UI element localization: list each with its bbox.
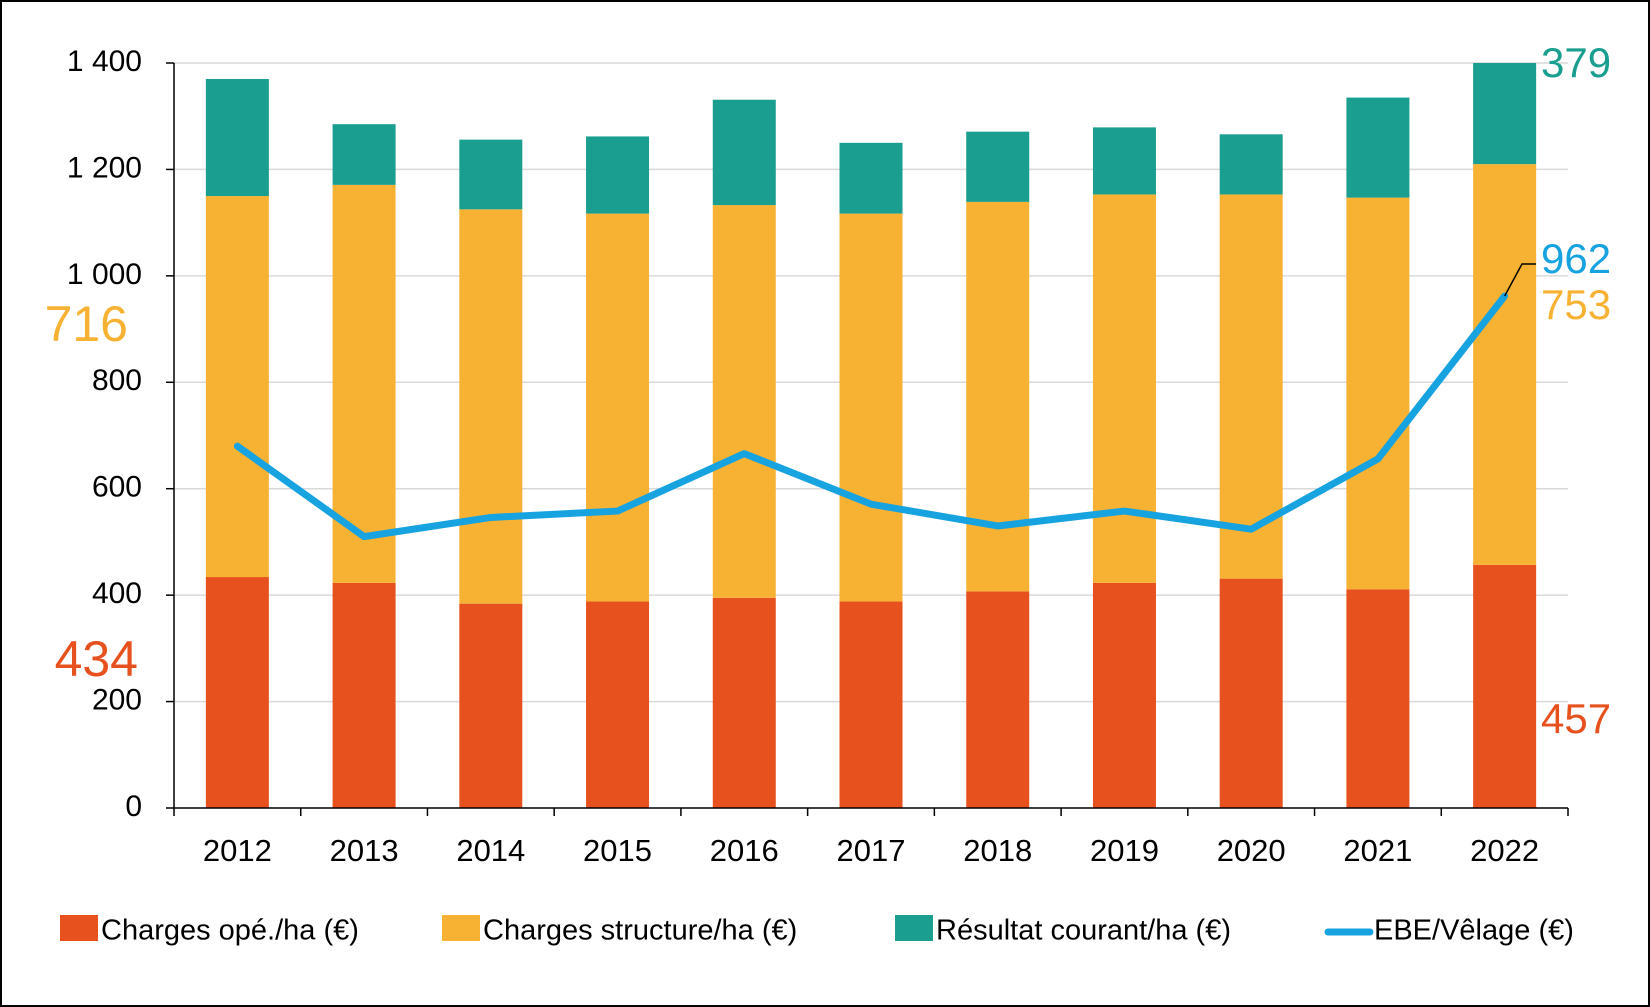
x-tick-label: 2022: [1470, 833, 1539, 868]
bar: [586, 213, 650, 602]
bar: [332, 124, 396, 185]
bar: [1473, 164, 1537, 565]
data-label: 716: [45, 296, 128, 352]
data-label: 434: [55, 631, 138, 687]
x-tick-label: 2018: [963, 833, 1032, 868]
bar: [966, 131, 1030, 202]
bar: [712, 99, 776, 206]
bar: [839, 142, 903, 214]
bar: [332, 582, 396, 808]
bar: [1219, 134, 1283, 195]
bar: [712, 597, 776, 808]
legend-label: Charges structure/ha (€): [483, 915, 797, 947]
data-label: 457: [1541, 695, 1611, 742]
overlay: 0 200 400 600 800 1 000 1 200 1 400 2012 2013 2014…: [45, 39, 1612, 947]
y-tick-label: 1 000: [67, 258, 142, 291]
legend-label: EBE/Vêlage (€): [1374, 915, 1574, 947]
y-tick-label: 0: [125, 790, 142, 823]
bar: [1346, 589, 1410, 808]
bar: [586, 601, 650, 808]
leader-line: [1503, 263, 1536, 297]
data-label: 753: [1541, 281, 1611, 328]
bar: [1346, 197, 1410, 590]
x-tick-label: 2020: [1217, 833, 1286, 868]
x-tick-label: 2013: [330, 833, 399, 868]
x-tick-label: 2014: [456, 833, 525, 868]
x-tick-label: 2012: [203, 833, 272, 868]
bar: [1092, 127, 1156, 195]
y-tick-label: 600: [92, 471, 142, 504]
bar: [966, 591, 1030, 808]
legend-label: Charges opé./ha (€): [101, 915, 359, 947]
bar: [205, 78, 269, 197]
bar: [586, 136, 650, 214]
y-tick-label: 200: [92, 683, 142, 716]
x-tick-label: 2019: [1090, 833, 1159, 868]
bar: [459, 603, 523, 808]
bar: [1092, 582, 1156, 808]
bar: [205, 196, 269, 578]
data-label: 962: [1541, 235, 1611, 282]
y-tick-label: 1 200: [67, 151, 142, 184]
bar: [1219, 578, 1283, 808]
bar: [205, 577, 269, 808]
bar: [1473, 63, 1537, 165]
y-tick-label: 1 400: [67, 45, 142, 78]
bar: [1219, 194, 1283, 579]
data-label: 379: [1541, 39, 1611, 86]
bar: [1092, 194, 1156, 583]
x-tick-label: 2021: [1343, 833, 1412, 868]
bar: [459, 209, 523, 604]
legend-label: Résultat courant/ha (€): [936, 915, 1231, 947]
x-tick-label: 2015: [583, 833, 652, 868]
x-tick-label: 2016: [710, 833, 779, 868]
y-tick-label: 400: [92, 577, 142, 610]
bars: [205, 63, 1537, 808]
bar: [1473, 564, 1537, 808]
bar: [712, 205, 776, 598]
legend-swatch: [442, 915, 480, 941]
bar: [839, 601, 903, 808]
bar: [839, 213, 903, 602]
legend-swatch: [895, 915, 933, 941]
y-tick-label: 800: [92, 364, 142, 397]
x-tick-label: 2017: [837, 833, 906, 868]
bar: [966, 201, 1030, 592]
bar: [332, 184, 396, 583]
bar: [459, 139, 523, 210]
line: [233, 292, 1509, 541]
bar: [1346, 97, 1410, 198]
legend-swatch: [60, 915, 98, 941]
